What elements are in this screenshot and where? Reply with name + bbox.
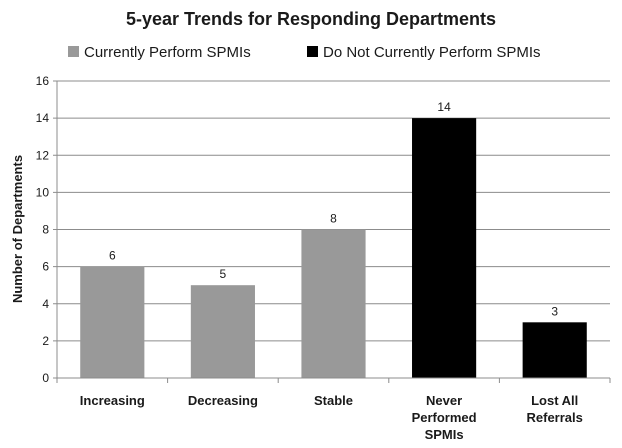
x-category-labels: Increasing Decreasing Stable Never Performed… bbox=[80, 393, 583, 442]
y-tick-label: 6 bbox=[42, 260, 49, 274]
x-category-label-line: Stable bbox=[314, 393, 353, 408]
legend: Currently Perform SPMIs Do Not Currently… bbox=[68, 44, 541, 61]
data-label: 5 bbox=[220, 267, 227, 281]
data-label: 14 bbox=[437, 100, 451, 114]
x-category-label-line: Never bbox=[426, 393, 462, 408]
x-category-label: Never Performed SPMIs bbox=[412, 393, 477, 442]
data-labels: 6 5 8 14 3 bbox=[109, 100, 558, 318]
x-category-label: Increasing bbox=[80, 393, 145, 408]
y-tick-label: 0 bbox=[42, 371, 49, 385]
y-tick-labels: 0 2 4 6 8 10 12 14 16 bbox=[36, 74, 50, 385]
y-tick-label: 12 bbox=[36, 148, 50, 162]
y-tick-label: 4 bbox=[42, 297, 49, 311]
x-category-label: Stable bbox=[314, 393, 353, 408]
x-category-label: Decreasing bbox=[188, 393, 258, 408]
y-tick-label: 8 bbox=[42, 223, 49, 237]
y-tick-label: 16 bbox=[36, 74, 50, 88]
data-label: 3 bbox=[551, 304, 558, 318]
x-category-label-line: Lost All bbox=[531, 393, 578, 408]
x-category-label-line: Performed bbox=[412, 410, 477, 425]
x-category-label-line: Increasing bbox=[80, 393, 145, 408]
x-category-label-line: Referrals bbox=[527, 410, 583, 425]
y-tick-label: 2 bbox=[42, 334, 49, 348]
bars bbox=[80, 118, 587, 378]
bar bbox=[412, 118, 477, 378]
data-label: 8 bbox=[330, 212, 337, 226]
bar bbox=[80, 266, 145, 378]
y-axis-title: Number of Departments bbox=[10, 155, 25, 303]
x-category-label-line: SPMIs bbox=[425, 427, 464, 442]
y-tick-label: 14 bbox=[36, 111, 50, 125]
legend-label-do-not-perform: Do Not Currently Perform SPMIs bbox=[323, 44, 541, 61]
bar bbox=[522, 322, 587, 378]
bar bbox=[190, 285, 255, 378]
chart-title: 5-year Trends for Responding Departments bbox=[126, 9, 496, 29]
x-category-label-line: Decreasing bbox=[188, 393, 258, 408]
axes bbox=[53, 80, 611, 383]
y-tick-label: 10 bbox=[36, 185, 50, 199]
legend-label-currently-perform: Currently Perform SPMIs bbox=[84, 44, 251, 61]
x-category-label: Lost All Referrals bbox=[527, 393, 583, 425]
legend-swatch-do-not-perform bbox=[307, 46, 318, 57]
legend-swatch-currently-perform bbox=[68, 46, 79, 57]
data-label: 6 bbox=[109, 249, 116, 263]
bar bbox=[301, 229, 366, 378]
